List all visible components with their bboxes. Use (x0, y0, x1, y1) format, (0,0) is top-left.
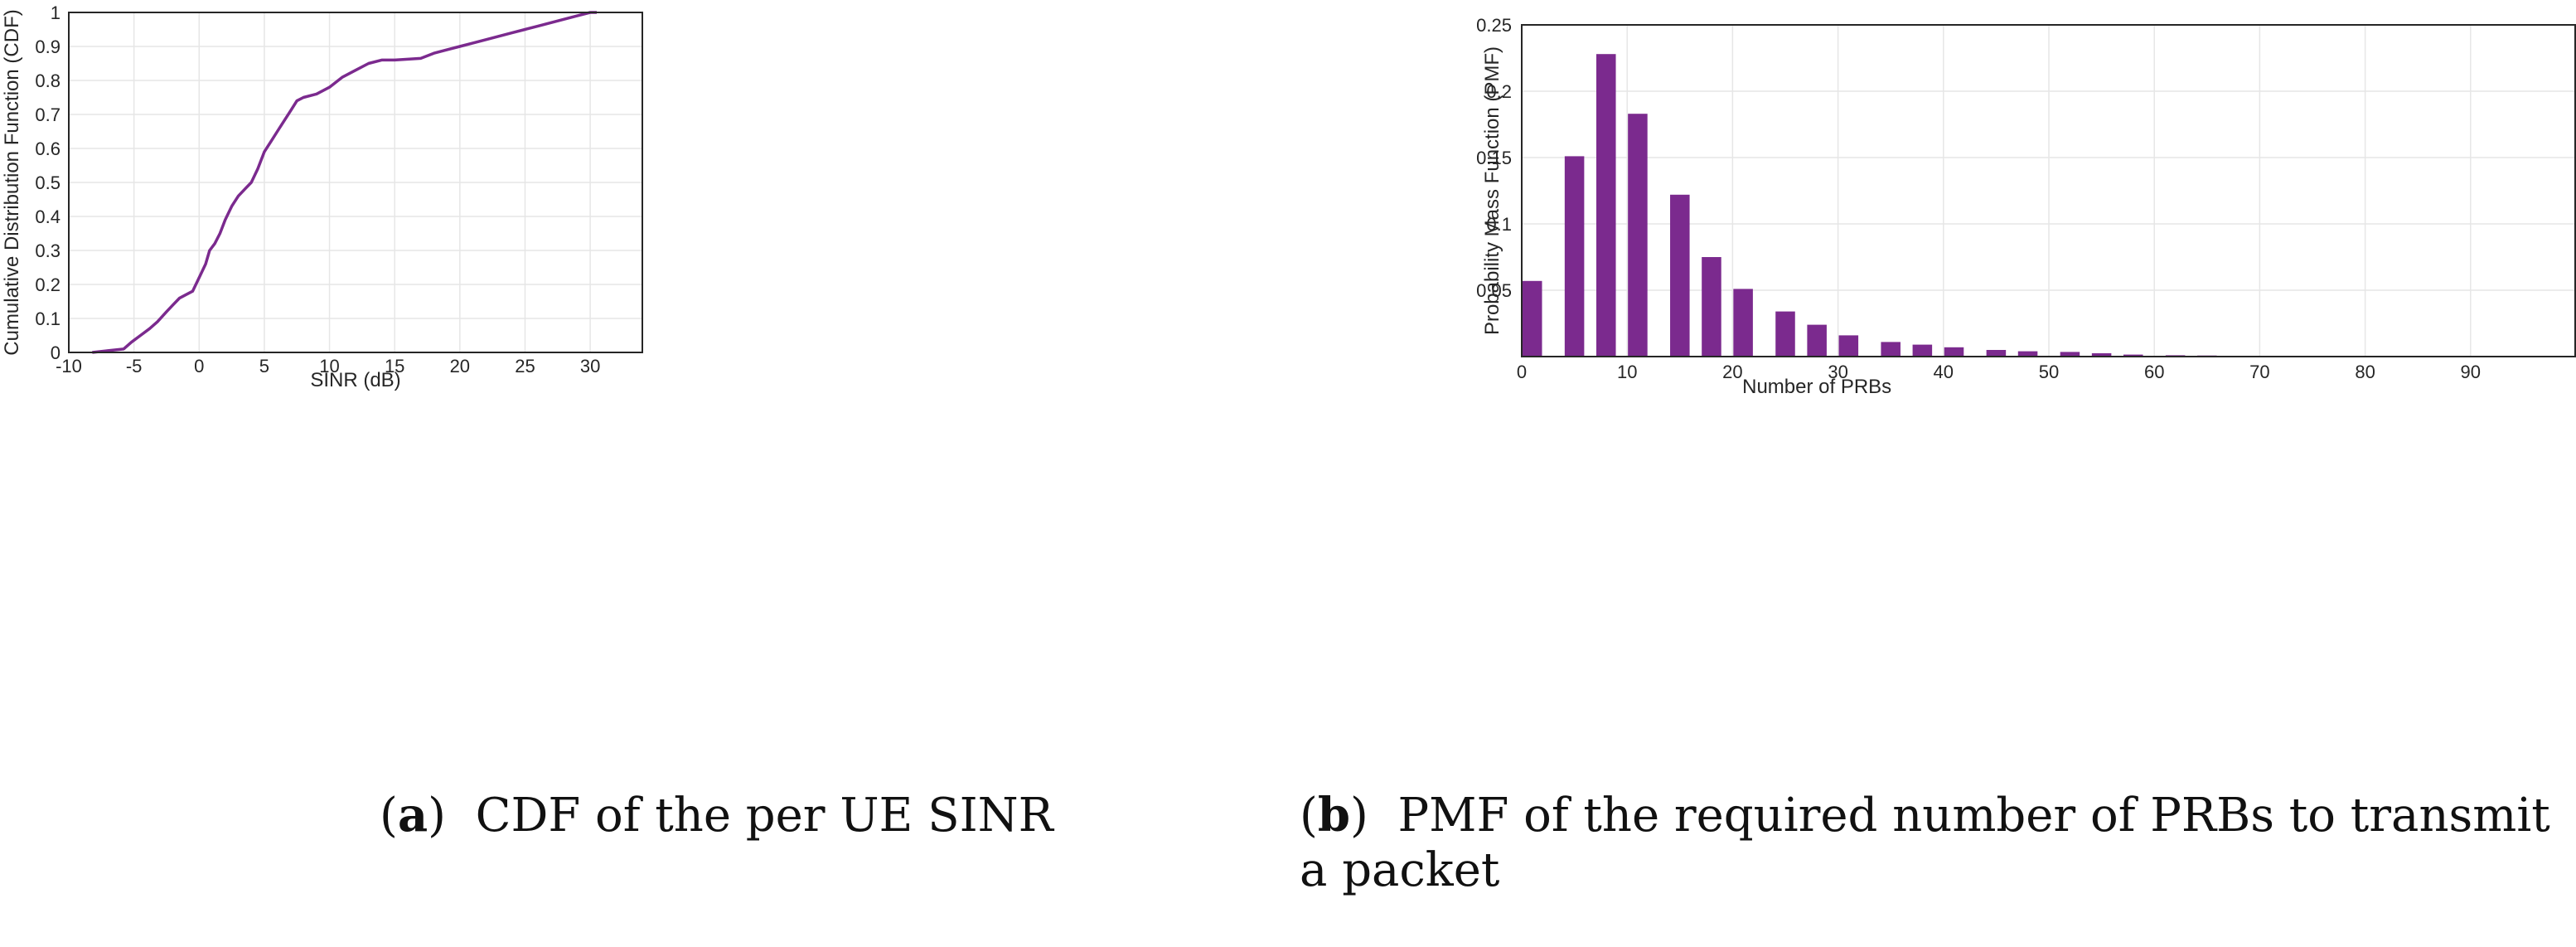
caption-a: (a) CDF of the per UE SINR (380, 788, 1053, 843)
pmf-bar (1564, 156, 1585, 357)
pmf-x-tick-label: 10 (1617, 362, 1637, 382)
cdf-x-tick-label: 5 (259, 356, 269, 376)
cdf-x-tick-label: 25 (515, 356, 535, 376)
pmf-bar (2091, 353, 2112, 357)
cdf-y-tick-label: 0.4 (35, 206, 61, 227)
pmf-y-tick-label: 0.05 (1476, 280, 1512, 301)
pmf-bar (1595, 54, 1616, 357)
cdf-y-tick-label: 0.5 (35, 172, 61, 193)
pmf-x-tick-label: 0 (1517, 362, 1527, 382)
cdf-x-tick-label: -10 (56, 356, 82, 376)
cdf-x-tick-label: 15 (385, 356, 404, 376)
cdf-y-tick-label: 0.8 (35, 70, 61, 91)
pmf-bars (1522, 54, 2354, 357)
cdf-x-tick-label: 20 (450, 356, 470, 376)
cdf-grid (68, 12, 642, 353)
cdf-y-tick-label: 0.7 (35, 104, 61, 125)
pmf-x-axis-label: Number of PRBs (1742, 376, 1891, 398)
cdf-x-tick-label: -5 (126, 356, 143, 376)
cdf-chart: -10 -5 0 5 10 15 20 25 30 0 0.1 0.2 0.3 0.4 0.5 0.6 0.7 0… (1, 2, 643, 391)
cdf-y-tick-label: 0 (51, 342, 61, 363)
cdf-series-line (92, 11, 597, 354)
cdf-x-axis-label: SINR (dB) (310, 369, 400, 391)
cdf-y-tick-label: 1 (51, 2, 61, 23)
pmf-bar (1807, 324, 1827, 357)
cdf-series (92, 11, 597, 354)
caption-b-text: PMF of the required number of PRBs to tr… (1300, 789, 2550, 897)
cdf-y-tick-label: 0.3 (35, 240, 61, 261)
pmf-bar (1628, 114, 1648, 357)
pmf-bar (1986, 350, 2007, 357)
cdf-y-tick-label: 0.2 (35, 274, 61, 295)
pmf-bar (1670, 194, 1690, 357)
cdf-tick-labels: -10 -5 0 5 10 15 20 25 30 0 0.1 0.2 0.3 0.4 0.5 0.6 0.7 0… (35, 2, 600, 376)
cdf-y-axis-label: Cumulative Distribution Function (CDF) (1, 9, 23, 355)
pmf-x-tick-label: 30 (1828, 362, 1847, 382)
pmf-bar (2123, 354, 2143, 357)
cdf-x-tick-label: 10 (319, 356, 339, 376)
pmf-x-tick-label: 40 (1934, 362, 1954, 382)
pmf-bar (1775, 311, 1795, 357)
pmf-bar (2060, 352, 2080, 357)
cdf-y-tick-label: 0.6 (35, 138, 61, 159)
caption-a-text: CDF of the per UE SINR (475, 789, 1053, 843)
cdf-x-tick-label: 0 (194, 356, 204, 376)
pmf-x-tick-label: 80 (2355, 362, 2375, 382)
pmf-x-tick-label: 20 (1722, 362, 1742, 382)
pmf-x-tick-label: 60 (2144, 362, 2164, 382)
pmf-bar (1912, 344, 1933, 357)
pmf-y-tick-label: 0.2 (1486, 81, 1512, 102)
pmf-bar (1944, 347, 1964, 357)
pmf-bar (2017, 351, 2038, 357)
pmf-x-tick-label: 70 (2249, 362, 2269, 382)
pmf-y-tick-label: 0.15 (1476, 148, 1512, 168)
pmf-y-tick-label: 0.25 (1476, 15, 1512, 36)
pmf-x-tick-label: 90 (2461, 362, 2481, 382)
pmf-y-axis-label: Probability Mass Function (PMF) (1481, 46, 1503, 335)
pmf-bar (1702, 257, 1721, 357)
pmf-bar (1522, 280, 1542, 357)
cdf-y-tick-label: 0.9 (35, 36, 61, 57)
cdf-x-tick-label: 30 (580, 356, 600, 376)
pmf-bar (1733, 289, 1753, 357)
caption-b-tag: b (1317, 788, 1351, 843)
pmf-tick-labels: 0 10 20 30 40 50 60 70 80 90 0.05 0.1 0.15 0.2 0.25 (1476, 15, 2481, 382)
caption-a-tag: a (397, 788, 429, 843)
pmf-chart: 0 10 20 30 40 50 60 70 80 90 0.05 0.1 0.15 0.2 0.25 Nu… (1476, 15, 2576, 398)
pmf-bar (1838, 335, 1859, 357)
caption-b: (b) PMF of the required number of PRBs t… (1300, 788, 2550, 897)
pmf-y-tick-label: 0.1 (1486, 214, 1512, 235)
pmf-axes-frame (1521, 24, 2576, 357)
pmf-bar (1881, 342, 1901, 357)
pmf-x-tick-label: 50 (2039, 362, 2059, 382)
cdf-y-tick-label: 0.1 (35, 308, 61, 329)
cdf-axes-frame (68, 12, 643, 353)
